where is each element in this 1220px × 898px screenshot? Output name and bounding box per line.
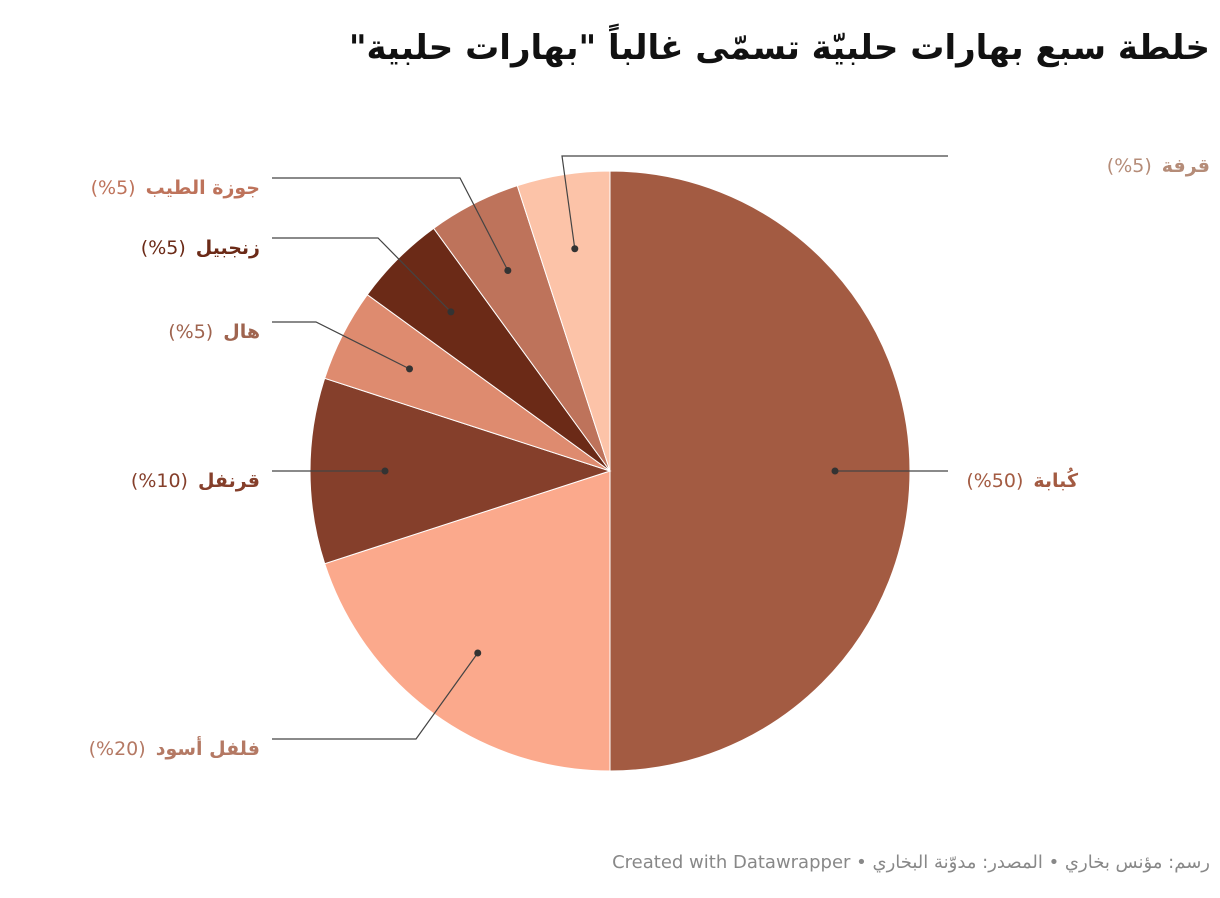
value-label: (%5) bbox=[1106, 155, 1152, 177]
slice-label: قرفة (%5) bbox=[1107, 154, 1210, 178]
leader-line bbox=[272, 652, 479, 740]
footer: رسم: مؤنس بخاري • المصدر: مدوّنة البخاري… bbox=[612, 852, 1210, 873]
slice-label: جوزة الطيب (%5) bbox=[91, 176, 260, 200]
slice-label: كُبابة (%50) bbox=[966, 469, 1078, 493]
leader-dot bbox=[447, 308, 455, 316]
value-label: (%50) bbox=[966, 470, 1024, 492]
leader-dot bbox=[571, 245, 579, 253]
leader-dot bbox=[406, 365, 414, 373]
pie-slice bbox=[516, 170, 611, 472]
category-label: زنجبيل bbox=[195, 237, 260, 259]
slice-label: هال (%5) bbox=[168, 320, 260, 344]
chart-title: خلطة سبع بهارات حلبيّة تسمّى غالباً "بها… bbox=[348, 28, 1210, 68]
value-label: (%5) bbox=[168, 321, 214, 343]
leader-dot bbox=[474, 649, 482, 657]
leader-line bbox=[272, 321, 410, 370]
leader-dot bbox=[504, 267, 512, 275]
value-label: (%5) bbox=[140, 237, 186, 259]
slice-label: فلفل أسود (%20) bbox=[89, 737, 260, 761]
leader-line bbox=[561, 155, 948, 249]
category-label: كُبابة bbox=[1033, 470, 1078, 492]
value-label: (%20) bbox=[88, 738, 146, 760]
category-label: فلفل أسود bbox=[155, 738, 260, 760]
category-label: هال bbox=[223, 321, 260, 343]
leader-line bbox=[272, 237, 452, 313]
value-label: (%5) bbox=[90, 177, 136, 199]
category-label: قرفة bbox=[1161, 155, 1210, 177]
value-label: (%10) bbox=[130, 470, 188, 492]
leader-dot bbox=[831, 467, 839, 475]
slice-label: زنجبيل (%5) bbox=[141, 236, 260, 260]
leader-line bbox=[272, 177, 509, 271]
category-label: جوزة الطيب bbox=[145, 177, 260, 199]
slice-label: قرنفل (%10) bbox=[131, 469, 260, 493]
leader-dot bbox=[381, 467, 389, 475]
category-label: قرنفل bbox=[197, 470, 260, 492]
